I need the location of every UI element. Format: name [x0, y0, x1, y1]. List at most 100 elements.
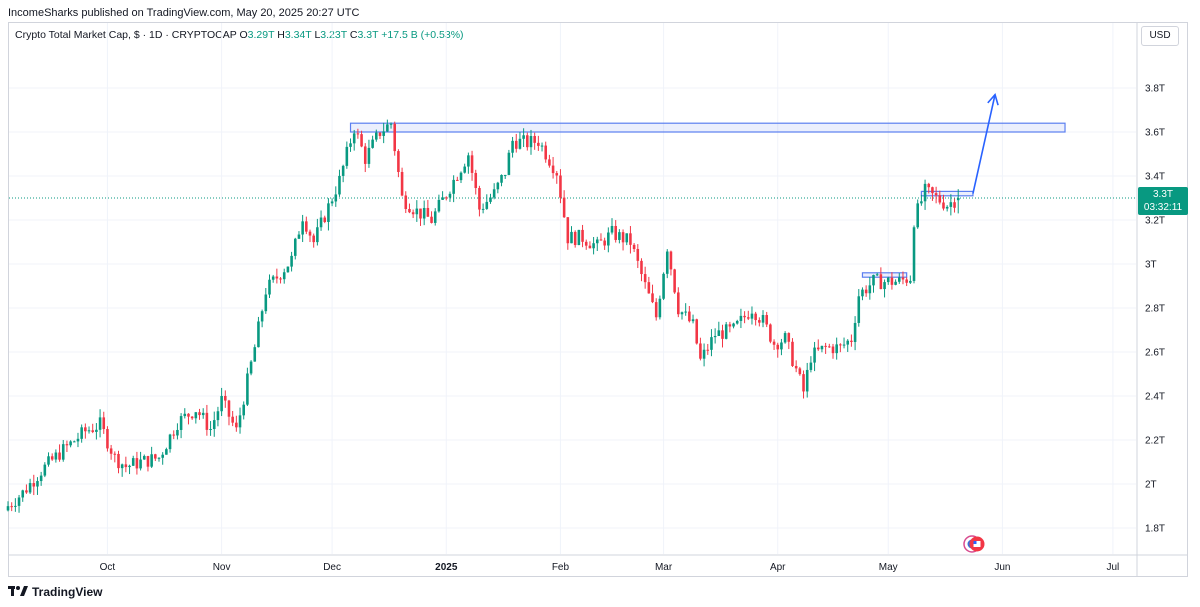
- candle: [651, 284, 654, 304]
- candle-body: [61, 444, 65, 460]
- x-tick-label: Feb: [552, 562, 570, 573]
- x-tick-label: Jun: [994, 562, 1010, 573]
- candle: [496, 181, 500, 194]
- candle-body: [761, 315, 765, 323]
- candle: [448, 191, 452, 202]
- candle-body: [485, 201, 489, 209]
- candle: [330, 198, 334, 207]
- candle-body: [378, 132, 382, 136]
- candle: [150, 446, 153, 468]
- currency-selector[interactable]: USD: [1141, 26, 1179, 46]
- candle-body: [408, 208, 411, 213]
- candle: [953, 198, 956, 213]
- candle: [864, 285, 868, 297]
- candle-body: [128, 465, 131, 468]
- candle-body: [363, 146, 367, 164]
- candle-body: [345, 146, 349, 166]
- candle: [522, 128, 525, 147]
- candle: [452, 175, 455, 203]
- candle: [419, 208, 422, 226]
- candle-body: [551, 165, 555, 174]
- candle-body: [441, 197, 444, 200]
- y-tick-label: 2.4T: [1145, 392, 1165, 403]
- candle-body: [227, 400, 231, 417]
- candle: [28, 478, 32, 495]
- candle: [618, 229, 621, 244]
- candle: [581, 224, 584, 248]
- symbol-title[interactable]: Crypto Total Market Cap, $ · 1D · CRYPTO…: [15, 29, 237, 41]
- y-tick-label: 2.8T: [1145, 304, 1165, 315]
- candle-body: [65, 444, 69, 446]
- candle: [375, 129, 378, 142]
- candle-body: [588, 245, 592, 249]
- candle-body: [724, 324, 728, 339]
- candle: [459, 171, 463, 184]
- candle-body: [176, 429, 179, 436]
- candle-body: [489, 197, 492, 202]
- candle-body: [776, 344, 780, 350]
- candle: [728, 321, 732, 333]
- candle: [271, 274, 275, 283]
- candle-body: [334, 194, 338, 202]
- candle: [21, 489, 25, 502]
- candle-body: [780, 342, 783, 350]
- candle-body: [437, 199, 441, 212]
- candle: [444, 196, 448, 201]
- candle: [426, 199, 430, 217]
- candle: [540, 142, 544, 152]
- candle: [157, 457, 161, 462]
- candle-body: [257, 321, 260, 348]
- x-tick-label: Jul: [1107, 562, 1120, 573]
- candle: [555, 170, 559, 184]
- candle: [802, 370, 805, 399]
- candle: [758, 317, 761, 327]
- candle-body: [548, 159, 551, 166]
- candle: [316, 218, 319, 246]
- candle: [850, 334, 853, 347]
- candle-body: [39, 475, 43, 482]
- publish-info: IncomeSharks published on TradingView.co…: [8, 7, 360, 19]
- candle: [124, 456, 128, 473]
- candle: [824, 342, 827, 354]
- candle-body: [695, 319, 699, 344]
- candle: [853, 316, 857, 351]
- candle: [293, 237, 297, 260]
- candle-body: [861, 289, 864, 297]
- candle: [548, 154, 551, 168]
- candle: [754, 311, 757, 326]
- candle: [264, 288, 268, 314]
- candle-body: [673, 269, 676, 293]
- candle-body: [566, 217, 570, 244]
- candle-body: [496, 182, 500, 190]
- candle-body: [529, 136, 533, 148]
- candle-body: [820, 345, 824, 350]
- candle-body: [710, 337, 713, 350]
- candle-body: [235, 422, 238, 428]
- candle-body: [95, 429, 98, 432]
- tradingview-brand[interactable]: TradingView: [8, 585, 102, 599]
- candle: [235, 415, 238, 432]
- candle-body: [537, 142, 540, 146]
- candle-body: [735, 320, 739, 324]
- candle-body: [91, 430, 94, 432]
- high-key: H: [277, 29, 285, 41]
- candle: [595, 236, 599, 251]
- candle: [437, 194, 441, 213]
- candle: [636, 244, 640, 269]
- candle: [135, 451, 139, 475]
- candle: [489, 193, 492, 204]
- candle-body: [198, 412, 201, 416]
- bar-countdown: 03:32:11: [1143, 202, 1183, 213]
- candle: [835, 337, 838, 360]
- candle-body: [201, 412, 205, 416]
- candle-body: [28, 483, 32, 493]
- candle: [942, 194, 945, 211]
- candle-body: [691, 319, 695, 322]
- candle-body: [120, 464, 124, 469]
- candle-body: [570, 231, 573, 244]
- candle-body: [6, 506, 10, 511]
- candle-body: [853, 322, 857, 342]
- candle-body: [809, 362, 813, 370]
- candle: [706, 343, 710, 355]
